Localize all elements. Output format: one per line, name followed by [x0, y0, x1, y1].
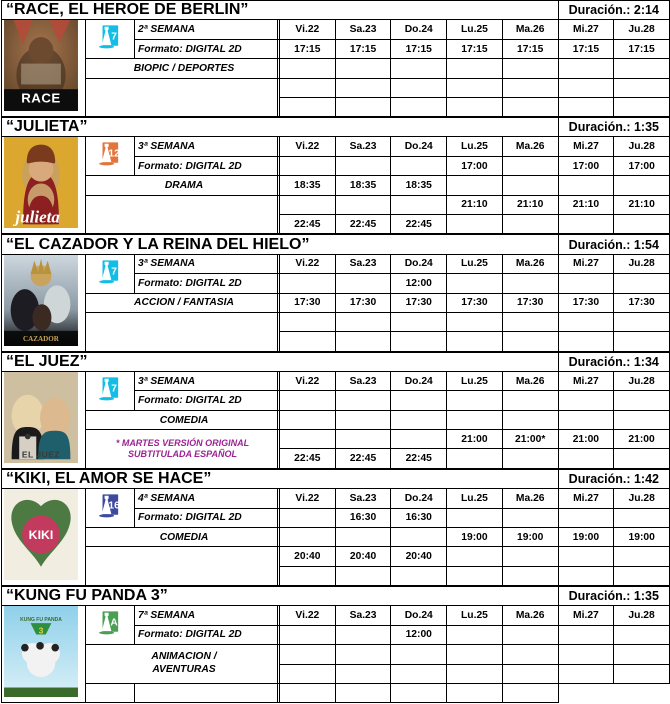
svg-text:CAZADOR: CAZADOR	[23, 335, 60, 343]
svg-text:7: 7	[111, 266, 117, 277]
svg-text:A: A	[110, 618, 118, 629]
svg-text:7: 7	[111, 383, 117, 394]
svg-text:7: 7	[111, 32, 117, 43]
svg-text:julieta: julieta	[12, 208, 60, 227]
svg-text:KIKI: KIKI	[29, 528, 54, 542]
svg-text:RACE: RACE	[21, 91, 60, 106]
svg-text:EL JUEZ: EL JUEZ	[22, 449, 60, 459]
svg-text:3: 3	[39, 626, 44, 636]
svg-text:KUNG FU PANDA: KUNG FU PANDA	[20, 617, 62, 623]
